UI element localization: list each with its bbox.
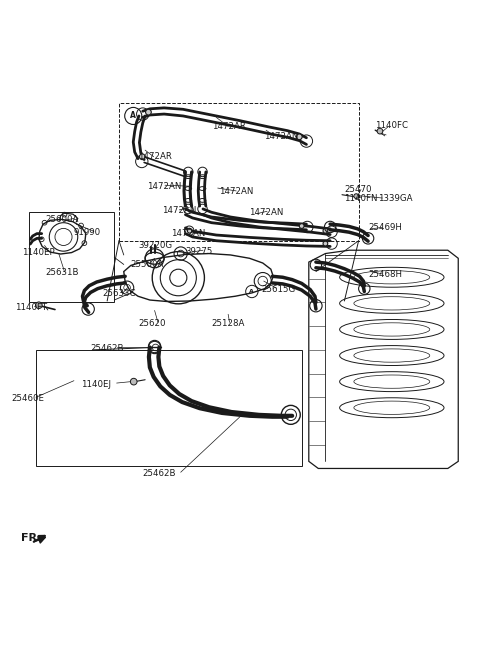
Text: 1140FC: 1140FC bbox=[375, 121, 408, 130]
Text: 25633C: 25633C bbox=[102, 289, 136, 298]
Circle shape bbox=[187, 229, 192, 233]
Text: 1140FN: 1140FN bbox=[344, 194, 378, 204]
Text: 1472AN: 1472AN bbox=[171, 229, 205, 238]
Text: 25469H: 25469H bbox=[368, 223, 402, 233]
Text: 25615G: 25615G bbox=[261, 284, 296, 294]
Bar bbox=[36, 350, 301, 466]
Text: 1472AN: 1472AN bbox=[219, 187, 253, 196]
Circle shape bbox=[323, 241, 328, 246]
Circle shape bbox=[323, 229, 328, 233]
Circle shape bbox=[354, 194, 359, 198]
Text: 25620: 25620 bbox=[138, 319, 166, 328]
Circle shape bbox=[377, 128, 383, 134]
Text: FR.: FR. bbox=[21, 533, 41, 543]
Circle shape bbox=[300, 223, 304, 229]
Text: 91990: 91990 bbox=[74, 228, 101, 237]
Text: 25631B: 25631B bbox=[46, 268, 79, 277]
Text: 25600A: 25600A bbox=[46, 215, 79, 224]
Text: 39220G: 39220G bbox=[138, 241, 172, 250]
Text: 1472AR: 1472AR bbox=[138, 152, 172, 161]
Text: A: A bbox=[250, 289, 254, 294]
Text: 1472AN: 1472AN bbox=[147, 182, 182, 191]
Circle shape bbox=[145, 109, 151, 115]
Text: 39275: 39275 bbox=[185, 246, 213, 256]
Circle shape bbox=[36, 302, 42, 309]
Text: 1472AN: 1472AN bbox=[250, 208, 284, 217]
Bar bbox=[29, 212, 114, 302]
Text: 1472AN: 1472AN bbox=[264, 132, 298, 141]
Text: 1140EJ: 1140EJ bbox=[81, 380, 111, 388]
Circle shape bbox=[139, 154, 145, 160]
Text: A: A bbox=[130, 112, 136, 120]
Text: 25460E: 25460E bbox=[12, 394, 44, 403]
Bar bbox=[119, 103, 359, 240]
Text: 25462B: 25462B bbox=[91, 344, 124, 353]
Text: 25468H: 25468H bbox=[368, 270, 402, 279]
Text: 25128A: 25128A bbox=[212, 319, 245, 328]
Circle shape bbox=[297, 134, 302, 140]
Text: 25462B: 25462B bbox=[143, 468, 176, 478]
Text: 1472AN: 1472AN bbox=[162, 206, 196, 215]
Text: 1140FT: 1140FT bbox=[14, 303, 47, 311]
Circle shape bbox=[131, 378, 137, 385]
Text: 1339GA: 1339GA bbox=[378, 194, 412, 204]
Text: 25470: 25470 bbox=[344, 185, 372, 194]
Text: 1472AR: 1472AR bbox=[212, 122, 245, 131]
Text: 25500A: 25500A bbox=[130, 260, 163, 269]
Text: 1140EP: 1140EP bbox=[22, 248, 54, 257]
